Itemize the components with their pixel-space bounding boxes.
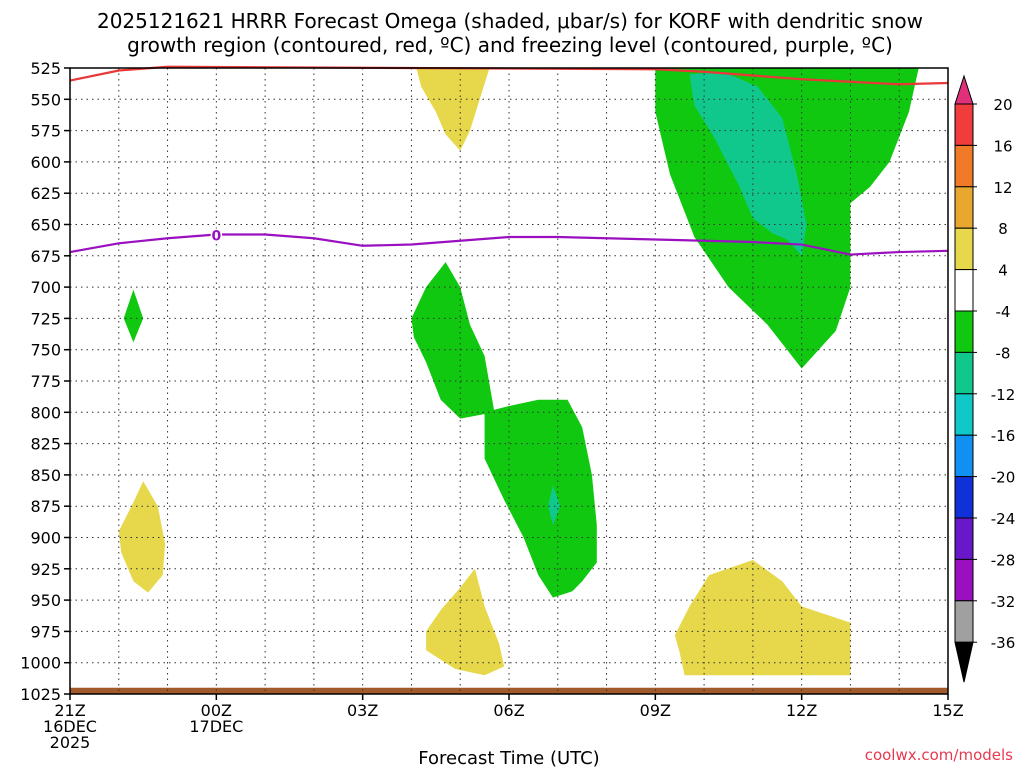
y-axis-ticks: 525 550 575 600 625 650 675 700 725 750 775 800 825 8… [20,59,70,704]
colorbar-label: 12 [993,179,1012,197]
y-tick-label: 675 [30,247,61,266]
colorbar-label: -32 [991,593,1016,611]
y-tick-label: 650 [30,216,61,235]
y-tick-label: 600 [30,153,61,172]
colorbar-swatch [954,269,974,312]
omega-region-yellow-low-left [118,481,166,593]
colorbar-label: 16 [993,137,1012,155]
y-tick-label: 1000 [20,654,61,673]
omega-region-yellow-low-right [674,560,851,676]
omega-region-green-small-left [123,289,144,343]
y-tick-label: 550 [30,90,61,109]
y-tick-label: 1025 [20,685,61,704]
x-tick-label: 06Z [493,701,524,720]
colorbar-label: -28 [991,551,1016,569]
colorbar-label: 4 [998,262,1008,280]
colorbar-label: -36 [991,634,1016,652]
omega-region-yellow-low-mid [426,568,505,676]
y-tick-label: 900 [30,529,61,548]
y-tick-label: 950 [30,591,61,610]
omega-region-teal-upper-right [689,71,807,256]
omega-region-yellow-upper-mid [416,68,490,151]
x-tick-label: 21Z [54,701,85,720]
colorbar-top-triangle [954,74,974,105]
y-tick-label: 575 [30,122,61,141]
y-tick-label: 850 [30,466,61,485]
y-tick-label: 800 [30,403,61,422]
colorbar-swatch [954,517,974,560]
colorbar: 20 16 12 8 4 -4 -8 -12 -16 -20 -24 -28 -32 -36 [954,74,1016,683]
y-tick-label: 750 [30,341,61,360]
x-axis-title: Forecast Time (UTC) [418,748,599,768]
y-tick-label: 525 [30,59,61,78]
omega-region-teal-small-center [548,484,561,525]
colorbar-label: -12 [991,386,1016,404]
freezing-level-line [69,233,949,256]
colorbar-label: -16 [991,427,1016,445]
chart-title-line-2: growth region (contoured, red, ºC) and f… [127,33,893,57]
x-tick-label: 09Z [640,701,671,720]
colorbar-label: 20 [993,96,1012,114]
colorbar-swatch [954,393,974,436]
colorbar-swatch [954,186,974,229]
x-tick-label: 03Z [347,701,378,720]
y-tick-label: 725 [30,309,61,328]
x-tick-label: 15Z [932,701,963,720]
y-tick-label: 925 [30,560,61,579]
colorbar-swatch [954,351,974,395]
colorbar-swatch [954,600,974,643]
colorbar-swatch [954,434,974,478]
colorbar-swatch [954,103,974,146]
credit-link[interactable]: coolwx.com/models [865,746,1013,764]
y-tick-label: 825 [30,435,61,454]
colorbar-swatch [954,558,974,602]
colorbar-bottom-triangle [954,641,974,683]
colorbar-label: -8 [996,344,1011,362]
chart-title-line-1: 2025121621 HRRR Forecast Omega (shaded, … [97,9,923,33]
y-tick-label: 775 [30,372,61,391]
colorbar-swatch [954,144,974,188]
freezing-level-label: 0 [211,229,221,245]
x-tick-label: 12Z [786,701,817,720]
omega-region-green-mid-left [411,262,495,419]
y-tick-label: 975 [30,622,61,641]
colorbar-swatch [954,476,974,519]
omega-region-green-mid-center [484,399,597,598]
dotted-grid [70,67,948,695]
colorbar-swatch [954,227,974,271]
y-tick-label: 700 [30,278,61,297]
x-tick-label: 17DEC [189,717,243,736]
colorbar-label: -24 [991,510,1016,528]
colorbar-swatch [954,310,974,353]
x-tick-label: 00Z [201,701,232,720]
colorbar-label: -4 [996,303,1011,321]
x-tick-label: 16DEC [43,717,97,736]
y-tick-label: 875 [30,497,61,516]
colorbar-label: -20 [991,469,1016,487]
colorbar-label: 8 [998,220,1008,238]
x-tick-label: 2025 [50,733,91,752]
y-tick-label: 625 [30,184,61,203]
